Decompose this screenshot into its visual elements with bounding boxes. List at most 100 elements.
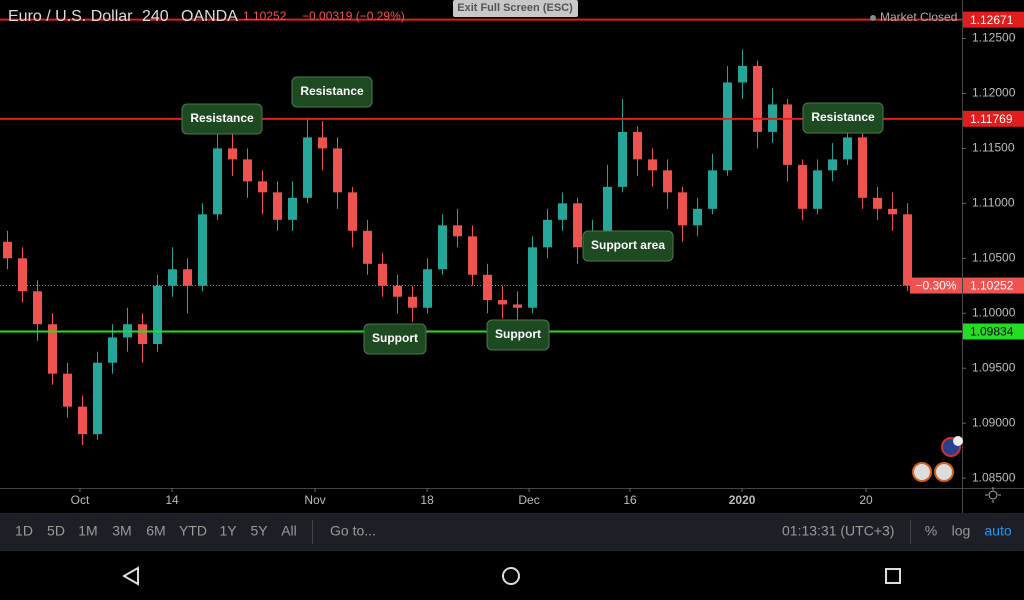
y-tick-label: 1.11500 xyxy=(972,141,1015,155)
clock: 01:13:31 (UTC+3) xyxy=(782,523,894,539)
nav-recents[interactable] xyxy=(885,568,901,584)
annotation-label[interactable]: Support xyxy=(495,327,541,341)
change-tag-label: −0.30% xyxy=(915,279,956,293)
scale-option[interactable]: % xyxy=(925,523,937,539)
price-tag xyxy=(963,277,1024,294)
candle-body xyxy=(633,131,643,160)
annotation-box[interactable] xyxy=(582,230,674,262)
candle-body xyxy=(108,337,118,363)
candle-body xyxy=(618,131,628,187)
candle-body xyxy=(333,148,343,193)
status-dot xyxy=(870,15,876,21)
event-icon[interactable] xyxy=(934,462,954,482)
candle-body xyxy=(723,82,733,171)
x-tick-label: Oct xyxy=(71,493,90,507)
candle-body xyxy=(753,65,763,132)
chart: 1.08500 1.09000 1.09500 1.10000 1.10500 1.110… xyxy=(0,11,1024,507)
y-tick-label: 1.08500 xyxy=(972,470,1016,484)
range-button[interactable]: 5Y xyxy=(250,523,268,539)
candle-body xyxy=(423,269,433,308)
goto-button[interactable]: Go to... xyxy=(330,523,376,539)
change-tag xyxy=(910,277,962,294)
event-icon[interactable] xyxy=(953,436,963,446)
scale-option[interactable]: log xyxy=(952,523,971,539)
exit-fullscreen-label[interactable]: Exit Full Screen (ESC) xyxy=(457,2,573,14)
candle-body xyxy=(408,296,418,308)
candle-body xyxy=(483,274,493,301)
event-icon[interactable] xyxy=(912,462,932,482)
annotation-box[interactable] xyxy=(181,103,263,135)
candle-body xyxy=(573,203,583,248)
x-tick-label: 18 xyxy=(420,493,434,507)
candle-body xyxy=(228,148,238,160)
candle-body xyxy=(783,104,793,165)
market-status: Market Closed xyxy=(880,10,957,24)
y-tick-label: 1.09500 xyxy=(972,360,1016,374)
interval[interactable]: 240 xyxy=(142,8,169,25)
price-tag xyxy=(963,110,1024,127)
candle-body xyxy=(303,137,313,198)
range-button[interactable]: YTD xyxy=(179,523,207,539)
candle-body xyxy=(48,324,58,374)
x-tick-label: Nov xyxy=(304,493,325,507)
candle-body xyxy=(18,258,28,292)
range-button[interactable]: All xyxy=(281,523,297,539)
x-tick-label: Dec xyxy=(518,493,539,507)
candle-body xyxy=(168,269,178,286)
range-button[interactable]: 1Y xyxy=(219,523,237,539)
candle-body xyxy=(543,219,553,248)
candle-body xyxy=(318,137,328,149)
exit-fullscreen-button[interactable] xyxy=(453,0,578,17)
candle-body xyxy=(858,137,868,198)
candle-body xyxy=(663,170,673,193)
candle-body xyxy=(93,362,103,435)
price-tag-label: 1.09834 xyxy=(970,325,1014,339)
candle-body xyxy=(828,159,838,171)
candle-body xyxy=(903,214,913,286)
annotation-label[interactable]: Support xyxy=(372,331,418,345)
candle-body xyxy=(378,263,388,286)
range-button[interactable]: 5D xyxy=(47,523,65,539)
range-button[interactable]: 6M xyxy=(146,523,165,539)
settings-icon[interactable] xyxy=(985,487,1001,503)
candle-body xyxy=(513,304,523,308)
y-tick-label: 1.12500 xyxy=(972,31,1016,45)
nav-home[interactable] xyxy=(502,567,520,585)
annotation-box[interactable] xyxy=(486,319,550,351)
candle-body xyxy=(348,192,358,231)
candle-body xyxy=(363,230,373,264)
candle-body xyxy=(153,285,163,345)
annotation-box[interactable] xyxy=(291,76,373,108)
y-tick-label: 1.10000 xyxy=(972,305,1016,319)
annotation-box[interactable] xyxy=(363,323,427,355)
candle-body xyxy=(438,225,448,270)
candle-body xyxy=(213,148,223,215)
range-button[interactable]: 3M xyxy=(112,523,131,539)
header-change: −0.00319 (−0.29%) xyxy=(302,9,405,23)
y-tick-label: 1.10500 xyxy=(972,250,1016,264)
candle-body xyxy=(798,164,808,209)
x-tick-label: 20 xyxy=(859,493,873,507)
candle-body xyxy=(813,170,823,209)
candle-body xyxy=(843,137,853,160)
annotation-label[interactable]: Resistance xyxy=(300,84,364,98)
candle-body xyxy=(138,324,148,345)
toolbar-items: 1D 5D 1M 3M 6M YTD 1Y 5Y All% log auto xyxy=(15,523,1012,539)
candle-body xyxy=(273,192,283,220)
candle-body xyxy=(393,285,403,297)
annotation-label[interactable]: Resistance xyxy=(811,110,875,124)
range-button[interactable]: 1M xyxy=(78,523,97,539)
header-price: 1.10252 xyxy=(243,9,287,23)
range-button[interactable]: 1D xyxy=(15,523,33,539)
annotation-label[interactable]: Support area xyxy=(591,238,665,252)
y-tick-label: 1.09000 xyxy=(972,415,1016,429)
nav-back[interactable] xyxy=(121,566,139,586)
annotation-label[interactable]: Resistance xyxy=(190,111,254,125)
scale-option[interactable]: auto xyxy=(984,523,1011,539)
candle-body xyxy=(678,192,688,226)
y-tick-label: 1.12000 xyxy=(972,86,1016,100)
candle-body xyxy=(693,208,703,226)
annotation-box[interactable] xyxy=(802,102,884,134)
